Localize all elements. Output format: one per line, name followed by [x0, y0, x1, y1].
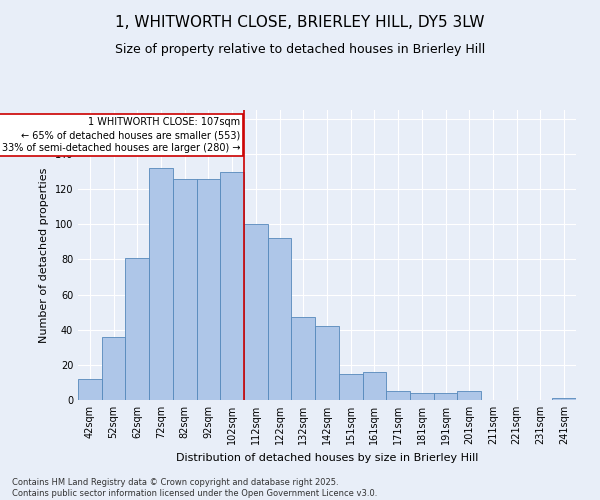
Bar [197, 178, 220, 400]
Bar [268, 238, 292, 400]
Bar [78, 379, 102, 400]
Bar [362, 372, 386, 400]
Bar [315, 326, 339, 400]
Bar [292, 318, 315, 400]
Y-axis label: Number of detached properties: Number of detached properties [39, 168, 49, 342]
Text: 1, WHITWORTH CLOSE, BRIERLEY HILL, DY5 3LW: 1, WHITWORTH CLOSE, BRIERLEY HILL, DY5 3… [115, 15, 485, 30]
Bar [125, 258, 149, 400]
Text: 1 WHITWORTH CLOSE: 107sqm
← 65% of detached houses are smaller (553)
33% of semi: 1 WHITWORTH CLOSE: 107sqm ← 65% of detac… [2, 117, 241, 154]
Bar [244, 224, 268, 400]
Bar [386, 391, 410, 400]
Bar [410, 393, 434, 400]
Bar [457, 391, 481, 400]
Bar [173, 178, 197, 400]
Bar [220, 172, 244, 400]
Bar [552, 398, 576, 400]
Bar [149, 168, 173, 400]
X-axis label: Distribution of detached houses by size in Brierley Hill: Distribution of detached houses by size … [176, 452, 478, 462]
Bar [434, 393, 457, 400]
Text: Size of property relative to detached houses in Brierley Hill: Size of property relative to detached ho… [115, 42, 485, 56]
Text: Contains HM Land Registry data © Crown copyright and database right 2025.
Contai: Contains HM Land Registry data © Crown c… [12, 478, 377, 498]
Bar [102, 336, 125, 400]
Bar [339, 374, 362, 400]
